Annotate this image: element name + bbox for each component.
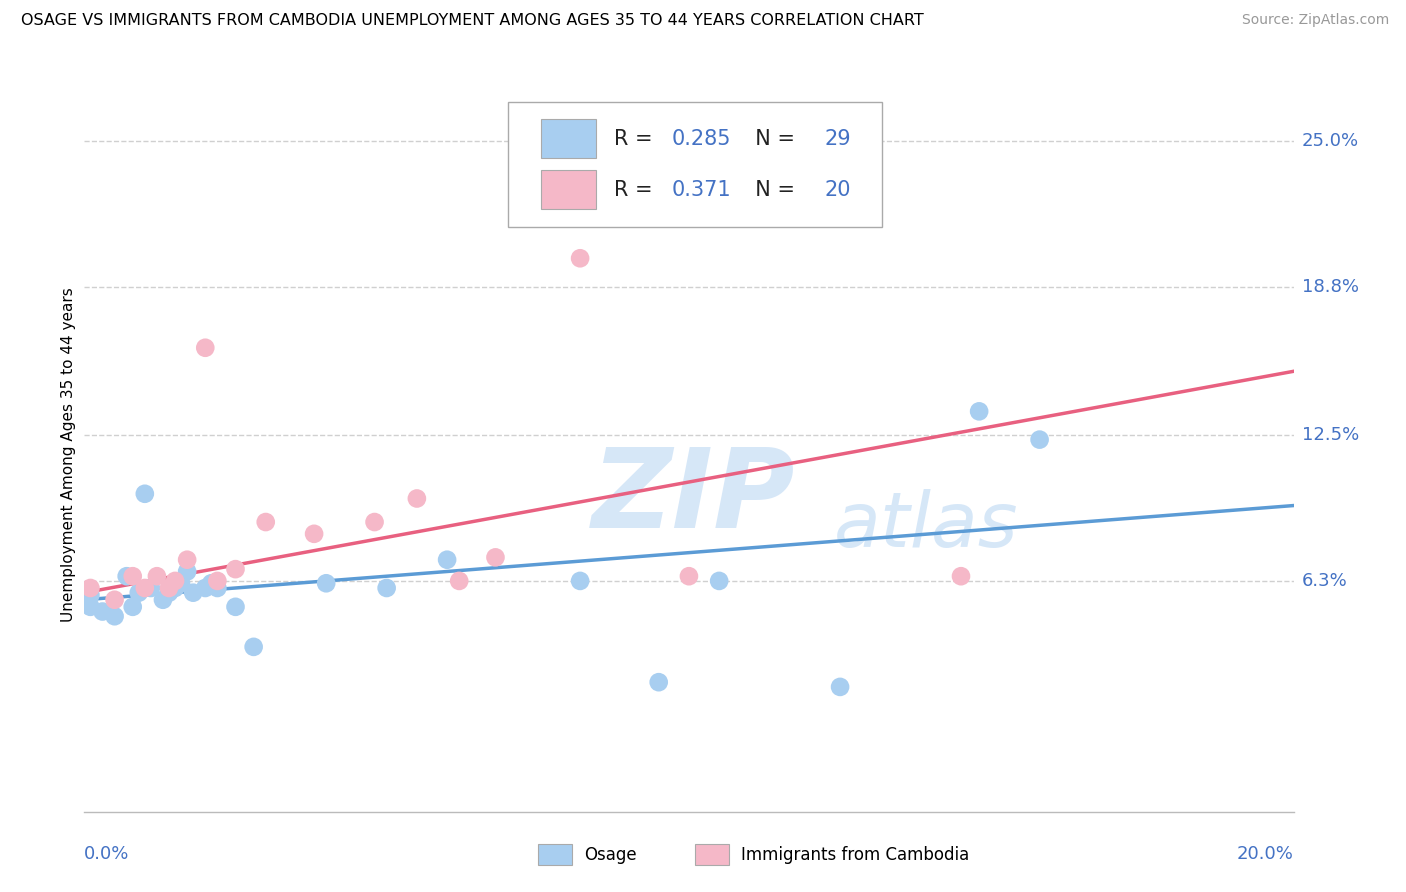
Point (170, 576, 193, 591)
Text: 0.285: 0.285 (672, 128, 731, 149)
Point (1028, 433, 1050, 447)
Point (406, 491, 429, 506)
Point (104, 592, 127, 607)
Point (967, 404, 990, 418)
Point (242, 640, 264, 654)
Point (181, 585, 204, 599)
Point (194, 581, 217, 595)
Y-axis label: Unemployment Among Ages 35 to 44 years: Unemployment Among Ages 35 to 44 years (60, 287, 76, 623)
Text: OSAGE VS IMMIGRANTS FROM CAMBODIA UNEMPLOYMENT AMONG AGES 35 TO 44 YEARS CORRELA: OSAGE VS IMMIGRANTS FROM CAMBODIA UNEMPL… (21, 13, 924, 29)
Point (449, 574, 471, 588)
Point (163, 574, 186, 588)
Text: 20.0%: 20.0% (1237, 845, 1294, 863)
FancyBboxPatch shape (541, 119, 596, 158)
FancyBboxPatch shape (695, 844, 728, 865)
Text: Osage: Osage (583, 846, 637, 863)
Text: 12.5%: 12.5% (1302, 425, 1360, 444)
Point (152, 592, 174, 607)
Text: atlas: atlas (834, 490, 1018, 563)
Point (128, 585, 150, 599)
Point (121, 599, 143, 614)
Point (115, 569, 138, 583)
Point (200, 576, 222, 591)
Point (91, 605, 114, 619)
Text: 20: 20 (824, 179, 851, 200)
Point (830, 680, 852, 694)
Point (121, 569, 143, 583)
Point (254, 515, 277, 529)
Point (647, 675, 671, 690)
Point (79, 588, 101, 602)
Point (302, 526, 325, 541)
Text: 25.0%: 25.0% (1302, 131, 1360, 150)
FancyBboxPatch shape (508, 102, 883, 227)
FancyBboxPatch shape (541, 170, 596, 210)
Point (176, 552, 198, 566)
Point (375, 581, 398, 595)
Point (678, 569, 700, 583)
Point (163, 581, 186, 595)
Text: Source: ZipAtlas.com: Source: ZipAtlas.com (1241, 13, 1389, 28)
Point (709, 574, 731, 588)
Point (950, 569, 973, 583)
Text: N =: N = (742, 179, 801, 200)
Point (194, 341, 217, 355)
Point (176, 565, 198, 579)
Point (139, 581, 162, 595)
Point (79, 599, 101, 614)
FancyBboxPatch shape (538, 844, 572, 865)
Point (79, 581, 101, 595)
Point (569, 574, 592, 588)
Point (157, 581, 180, 595)
Point (157, 585, 180, 599)
Point (484, 550, 506, 565)
Point (146, 569, 169, 583)
Text: 0.0%: 0.0% (84, 845, 129, 863)
Text: R =: R = (614, 128, 666, 149)
Point (569, 252, 592, 266)
Point (363, 515, 385, 529)
Text: Immigrants from Cambodia: Immigrants from Cambodia (741, 846, 969, 863)
Point (134, 487, 156, 501)
Text: 18.8%: 18.8% (1302, 277, 1358, 295)
Point (134, 581, 156, 595)
Point (315, 576, 337, 591)
Text: ZIP: ZIP (592, 444, 796, 551)
Text: 29: 29 (824, 128, 851, 149)
Point (207, 581, 229, 595)
Text: 6.3%: 6.3% (1302, 572, 1347, 590)
Point (225, 599, 247, 614)
Text: R =: R = (614, 179, 666, 200)
Point (207, 574, 229, 588)
Point (225, 562, 247, 576)
Point (104, 609, 127, 624)
Text: N =: N = (742, 128, 801, 149)
Point (436, 552, 458, 566)
Text: 0.371: 0.371 (672, 179, 731, 200)
